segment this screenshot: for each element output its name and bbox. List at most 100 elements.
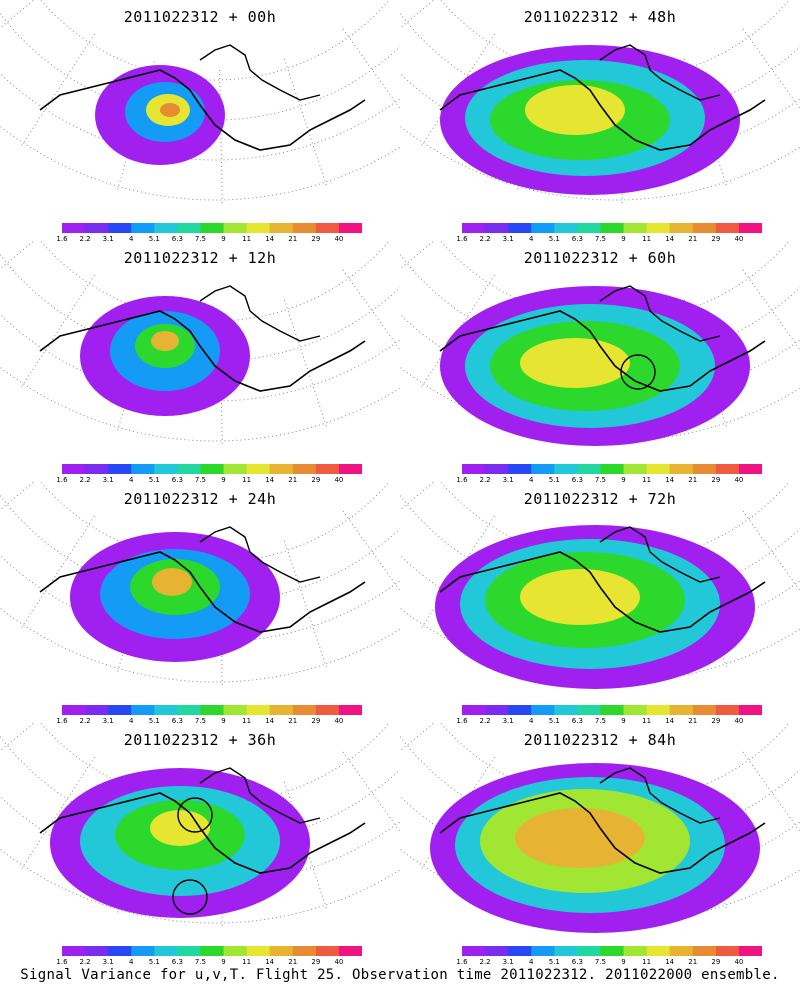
meridian-gridline — [20, 33, 95, 148]
colorbar-swatch — [669, 705, 694, 715]
colorbar-tick-label: 40 — [734, 717, 744, 725]
panel-title: 2011022312 + 60h — [523, 249, 677, 267]
colorbar-swatch — [623, 223, 648, 233]
colorbar-tick-label: 3.1 — [502, 717, 514, 725]
coastline — [599, 44, 721, 101]
colorbar-tick-label: 5.1 — [148, 717, 160, 725]
colorbar-tick-label: 2.2 — [79, 958, 91, 966]
coastline — [599, 285, 721, 342]
colorbar-swatch — [200, 705, 225, 715]
observation-circle — [177, 797, 213, 833]
colorbar-swatch — [246, 223, 271, 233]
colorbar-swatch — [62, 464, 86, 474]
coastline — [439, 792, 766, 874]
colorbar-tick-label: 9 — [621, 235, 626, 243]
colorbar-tick-label: 1.6 — [456, 235, 468, 243]
colorbar-swatch — [338, 946, 362, 956]
colorbar-swatch — [131, 464, 155, 474]
coastline — [599, 767, 721, 824]
colorbar-tick-label: 2.2 — [479, 476, 491, 484]
colorbar-tick-label: 40 — [334, 958, 344, 966]
colorbar-tick-label: 21 — [688, 476, 698, 484]
meridian-gridline — [420, 274, 495, 389]
colorbar-swatch — [577, 705, 601, 715]
colorbar-tick-label: 21 — [688, 717, 698, 725]
colorbar-tick-label: 4 — [528, 958, 534, 966]
colorbar-swatch — [485, 705, 509, 715]
colorbar-swatch — [669, 223, 694, 233]
colorbar-tick-label: 2.2 — [479, 235, 491, 243]
colorbar-swatch — [577, 464, 601, 474]
colorbar — [462, 946, 762, 956]
panel-title: 2011022312 + 00h — [123, 8, 277, 26]
colorbar-tick-label: 11 — [642, 476, 652, 484]
colorbar-swatch — [131, 946, 155, 956]
colorbar-tick-label: 7.5 — [594, 717, 607, 725]
colorbar-tick-label: 6.3 — [571, 717, 583, 725]
colorbar-tick-label: 11 — [242, 235, 252, 243]
colorbar-swatch — [531, 223, 555, 233]
colorbar-swatch — [738, 464, 762, 474]
forecast-panel: 2011022312 + 36h 1.6 2.2 3.1 4 5.1 6.3 7.5 9 11 14… — [0, 723, 400, 966]
colorbar-tick-label: 7.5 — [594, 958, 607, 966]
colorbar — [62, 946, 362, 956]
colorbar-swatch — [508, 705, 532, 715]
colorbar-tick-label: 4 — [528, 476, 534, 484]
colorbar-tick-label: 3.1 — [502, 958, 514, 966]
variance-contour — [152, 568, 192, 596]
colorbar-tick-label: 29 — [311, 958, 321, 966]
figure-caption: Signal Variance for u,v,T. Flight 25. Ob… — [20, 967, 780, 983]
colorbar-swatch — [715, 705, 740, 715]
colorbar-tick-label: 3.1 — [102, 476, 114, 484]
colorbar-tick-label: 6.3 — [571, 235, 583, 243]
colorbar-tick-label: 3.1 — [102, 717, 114, 725]
colorbar-tick-label: 1.6 — [56, 235, 68, 243]
colorbar-tick-label: 14 — [665, 958, 675, 966]
colorbar-tick-label: 3.1 — [102, 958, 114, 966]
colorbar-tick-label: 7.5 — [594, 476, 607, 484]
forecast-panel: 2011022312 + 12h 1.6 2.2 3.1 4 5.1 6.3 7.5 9 11 14… — [0, 241, 400, 484]
colorbar-swatch — [108, 223, 132, 233]
colorbar-tick-label: 4 — [128, 476, 134, 484]
colorbar-swatch — [177, 464, 201, 474]
colorbar-swatch — [85, 705, 109, 715]
meridian-gridline — [342, 510, 400, 592]
colorbar-swatch — [669, 464, 694, 474]
colorbar-tick-label: 2.2 — [479, 958, 491, 966]
polar-map — [400, 0, 800, 205]
colorbar-swatch — [600, 946, 625, 956]
colorbar-swatch — [246, 946, 271, 956]
colorbar-swatch — [177, 705, 201, 715]
colorbar-swatch — [108, 946, 132, 956]
colorbar-tick-label: 40 — [734, 235, 744, 243]
colorbar-swatch — [338, 223, 362, 233]
colorbar-tick-label: 11 — [642, 235, 652, 243]
colorbar-tick-label: 29 — [311, 717, 321, 725]
colorbar-tick-label: 14 — [665, 476, 675, 484]
colorbar-swatch — [154, 223, 178, 233]
colorbar-swatch — [646, 946, 671, 956]
colorbar-tick-label: 5.1 — [548, 476, 560, 484]
forecast-panel: 2011022312 + 24h 1.6 2.2 3.1 4 5.1 6.3 7.5 9 11 14… — [0, 482, 400, 725]
colorbar-swatch — [554, 946, 578, 956]
colorbar-swatch — [623, 705, 648, 715]
latitude-gridline — [40, 0, 391, 81]
colorbar-swatch — [577, 223, 601, 233]
colorbar-swatch — [462, 223, 486, 233]
meridian-gridline — [342, 269, 400, 351]
colorbar-tick-label: 4 — [528, 235, 534, 243]
colorbar-swatch — [669, 946, 694, 956]
meridian-gridline — [20, 274, 95, 389]
colorbar-swatch — [738, 705, 762, 715]
colorbar-swatch — [177, 223, 201, 233]
colorbar-swatch — [200, 223, 225, 233]
colorbar-swatch — [315, 946, 340, 956]
meridian-gridline — [219, 310, 223, 446]
colorbar-swatch — [692, 705, 717, 715]
colorbar-tick-label: 21 — [288, 958, 298, 966]
variance-contour — [520, 569, 640, 625]
coastline — [39, 792, 366, 874]
colorbar-swatch — [531, 946, 555, 956]
colorbar — [462, 464, 762, 474]
colorbar-tick-label: 40 — [334, 476, 344, 484]
